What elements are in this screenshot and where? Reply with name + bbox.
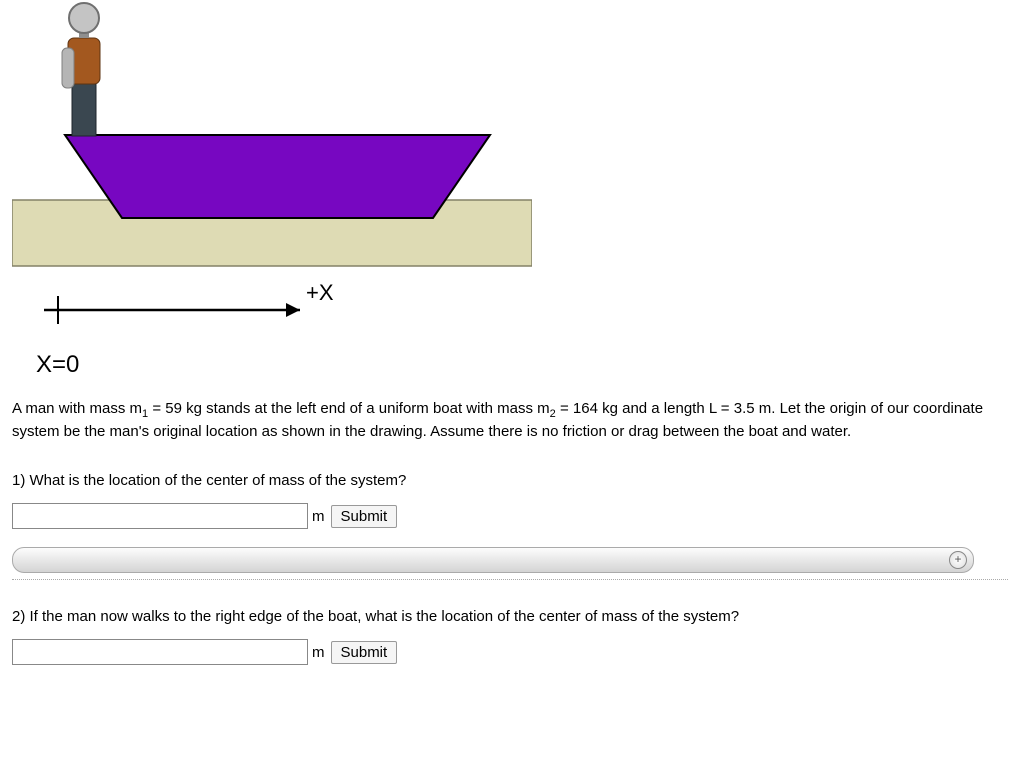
question-1-submit-button[interactable]: Submit: [331, 505, 398, 528]
expand-hint-icon[interactable]: +: [949, 551, 967, 569]
question-1-label: 1) What is the location of the center of…: [12, 472, 1014, 489]
question-1-answer-row: m Submit: [12, 503, 1014, 529]
question-2-unit: m: [308, 644, 331, 661]
section-divider: [12, 579, 1008, 580]
problem-statement: A man with mass m1 = 59 kg stands at the…: [12, 399, 1014, 442]
question-2-input[interactable]: [12, 639, 308, 665]
svg-text:X=0: X=0: [36, 351, 79, 378]
hint-bar[interactable]: +: [12, 547, 974, 573]
question-1-unit: m: [308, 508, 331, 525]
question-2-submit-button[interactable]: Submit: [331, 641, 398, 664]
question-2-label: 2) If the man now walks to the right edg…: [12, 608, 1014, 625]
question-1-input[interactable]: [12, 503, 308, 529]
svg-text:+X: +X: [306, 280, 334, 305]
problem-figure: +X X=0: [12, 0, 532, 385]
question-2-answer-row: m Submit: [12, 639, 1014, 665]
